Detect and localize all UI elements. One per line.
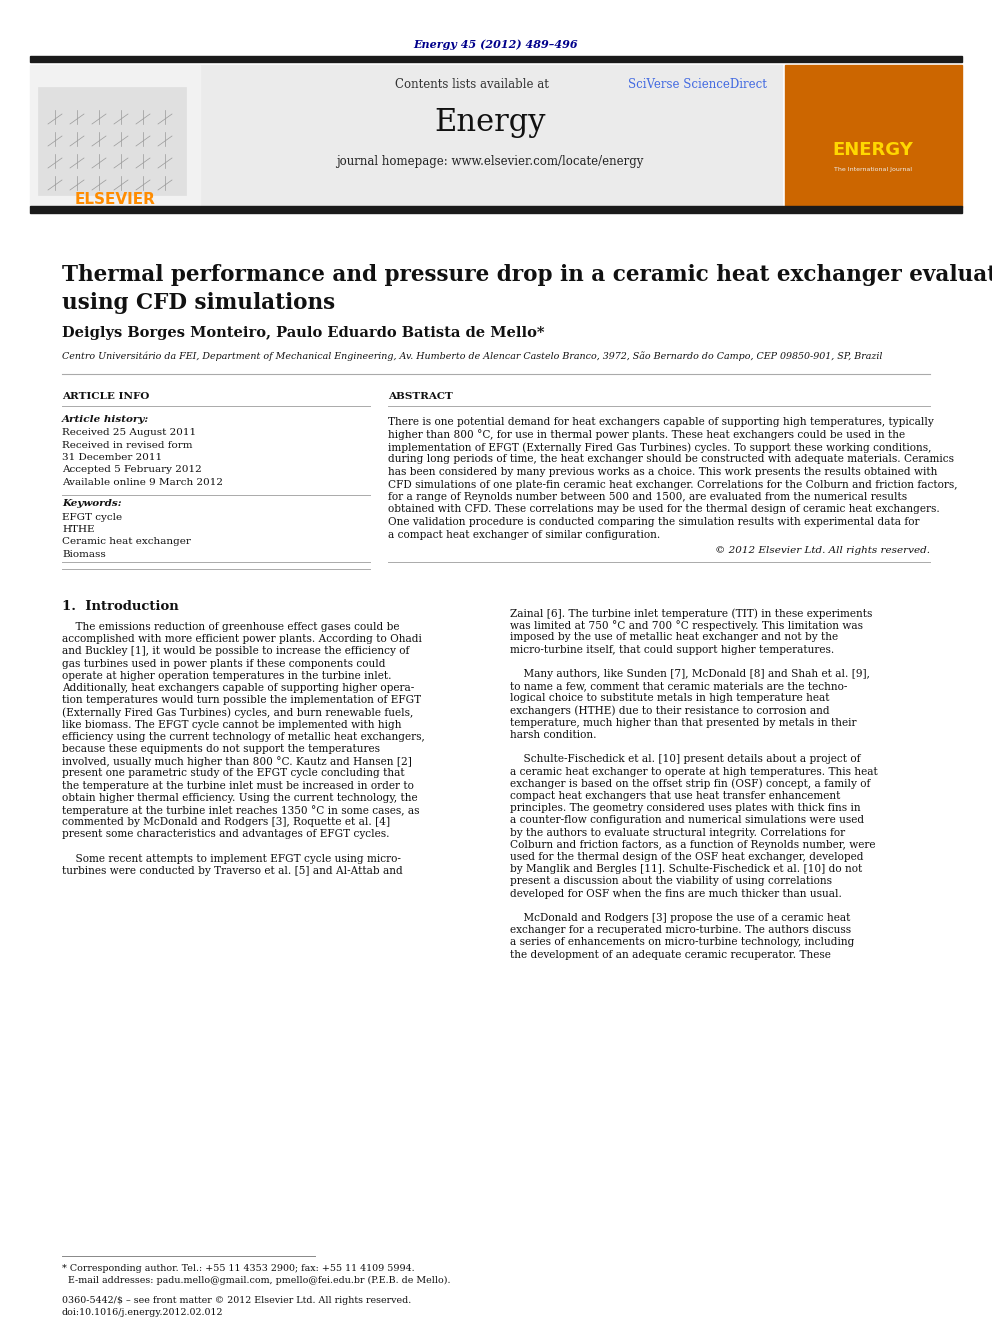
Text: Colburn and friction factors, as a function of Reynolds number, were: Colburn and friction factors, as a funct… bbox=[510, 840, 876, 849]
Text: ENERGY: ENERGY bbox=[832, 142, 914, 159]
Bar bbox=[38, 87, 186, 194]
Text: * Corresponding author. Tel.: +55 11 4353 2900; fax: +55 11 4109 5994.: * Corresponding author. Tel.: +55 11 435… bbox=[62, 1263, 415, 1273]
Text: obtained with CFD. These correlations may be used for the thermal design of cera: obtained with CFD. These correlations ma… bbox=[388, 504, 939, 515]
Text: for a range of Reynolds number between 500 and 1500, are evaluated from the nume: for a range of Reynolds number between 5… bbox=[388, 492, 907, 501]
Text: the development of an adequate ceramic recuperator. These: the development of an adequate ceramic r… bbox=[510, 950, 831, 959]
Text: present some characteristics and advantages of EFGT cycles.: present some characteristics and advanta… bbox=[62, 830, 390, 839]
Text: developed for OSF when the fins are much thicker than usual.: developed for OSF when the fins are much… bbox=[510, 889, 842, 898]
Text: involved, usually much higher than 800 °C. Kautz and Hansen [2]: involved, usually much higher than 800 °… bbox=[62, 757, 412, 767]
Bar bbox=[30, 56, 962, 62]
Text: Keywords:: Keywords: bbox=[62, 499, 122, 508]
Text: commented by McDonald and Rodgers [3], Roquette et al. [4]: commented by McDonald and Rodgers [3], R… bbox=[62, 818, 390, 827]
Text: Received in revised form: Received in revised form bbox=[62, 441, 192, 450]
Text: using CFD simulations: using CFD simulations bbox=[62, 292, 335, 314]
Text: Deiglys Borges Monteiro, Paulo Eduardo Batista de Mello*: Deiglys Borges Monteiro, Paulo Eduardo B… bbox=[62, 325, 545, 340]
Text: imposed by the use of metallic heat exchanger and not by the: imposed by the use of metallic heat exch… bbox=[510, 632, 838, 643]
Text: logical choice to substitute metals in high temperature heat: logical choice to substitute metals in h… bbox=[510, 693, 829, 704]
Text: Thermal performance and pressure drop in a ceramic heat exchanger evaluated: Thermal performance and pressure drop in… bbox=[62, 265, 992, 286]
Bar bbox=[30, 65, 200, 206]
Text: ABSTRACT: ABSTRACT bbox=[388, 392, 452, 401]
Text: Accepted 5 February 2012: Accepted 5 February 2012 bbox=[62, 466, 201, 475]
Text: © 2012 Elsevier Ltd. All rights reserved.: © 2012 Elsevier Ltd. All rights reserved… bbox=[715, 546, 930, 556]
Text: Available online 9 March 2012: Available online 9 March 2012 bbox=[62, 478, 223, 487]
Text: efficiency using the current technology of metallic heat exchangers,: efficiency using the current technology … bbox=[62, 732, 425, 742]
Text: Ceramic heat exchanger: Ceramic heat exchanger bbox=[62, 537, 190, 546]
Text: compact heat exchangers that use heat transfer enhancement: compact heat exchangers that use heat tr… bbox=[510, 791, 840, 800]
Text: and Buckley [1], it would be possible to increase the efficiency of: and Buckley [1], it would be possible to… bbox=[62, 647, 410, 656]
Text: by the authors to evaluate structural integrity. Correlations for: by the authors to evaluate structural in… bbox=[510, 828, 845, 837]
Text: principles. The geometry considered uses plates with thick fins in: principles. The geometry considered uses… bbox=[510, 803, 861, 814]
Text: CFD simulations of one plate-fin ceramic heat exchanger. Correlations for the Co: CFD simulations of one plate-fin ceramic… bbox=[388, 479, 957, 490]
Text: obtain higher thermal efficiency. Using the current technology, the: obtain higher thermal efficiency. Using … bbox=[62, 792, 418, 803]
Text: during long periods of time, the heat exchanger should be constructed with adequ: during long periods of time, the heat ex… bbox=[388, 455, 954, 464]
Text: Contents lists available at: Contents lists available at bbox=[395, 78, 553, 90]
Text: ARTICLE INFO: ARTICLE INFO bbox=[62, 392, 150, 401]
Text: a counter-flow configuration and numerical simulations were used: a counter-flow configuration and numeric… bbox=[510, 815, 864, 826]
Text: The emissions reduction of greenhouse effect gases could be: The emissions reduction of greenhouse ef… bbox=[62, 622, 400, 632]
Text: Schulte-Fischedick et al. [10] present details about a project of: Schulte-Fischedick et al. [10] present d… bbox=[510, 754, 860, 765]
Text: Energy: Energy bbox=[434, 106, 546, 138]
Text: SciVerse ScienceDirect: SciVerse ScienceDirect bbox=[628, 78, 767, 90]
Text: Zainal [6]. The turbine inlet temperature (TIT) in these experiments: Zainal [6]. The turbine inlet temperatur… bbox=[510, 609, 872, 619]
Text: micro-turbine itself, that could support higher temperatures.: micro-turbine itself, that could support… bbox=[510, 644, 834, 655]
Text: a compact heat exchanger of similar configuration.: a compact heat exchanger of similar conf… bbox=[388, 529, 661, 540]
Text: 1.  Introduction: 1. Introduction bbox=[62, 601, 179, 613]
Text: (Externally Fired Gas Turbines) cycles, and burn renewable fuels,: (Externally Fired Gas Turbines) cycles, … bbox=[62, 708, 414, 718]
Text: Article history:: Article history: bbox=[62, 415, 149, 423]
Text: exchangers (HTHE) due to their resistance to corrosion and: exchangers (HTHE) due to their resistanc… bbox=[510, 705, 829, 716]
Text: There is one potential demand for heat exchangers capable of supporting high tem: There is one potential demand for heat e… bbox=[388, 417, 933, 427]
Text: exchanger for a recuperated micro-turbine. The authors discuss: exchanger for a recuperated micro-turbin… bbox=[510, 925, 851, 935]
Bar bbox=[785, 65, 962, 206]
Text: turbines were conducted by Traverso et al. [5] and Al-Attab and: turbines were conducted by Traverso et a… bbox=[62, 867, 403, 876]
Text: Energy 45 (2012) 489–496: Energy 45 (2012) 489–496 bbox=[414, 38, 578, 49]
Text: by Manglik and Bergles [11]. Schulte-Fischedick et al. [10] do not: by Manglik and Bergles [11]. Schulte-Fis… bbox=[510, 864, 862, 875]
Text: HTHE: HTHE bbox=[62, 525, 94, 534]
Text: doi:10.1016/j.energy.2012.02.012: doi:10.1016/j.energy.2012.02.012 bbox=[62, 1308, 223, 1316]
Text: harsh condition.: harsh condition. bbox=[510, 730, 596, 740]
Text: present a discussion about the viability of using correlations: present a discussion about the viability… bbox=[510, 876, 832, 886]
Text: to name a few, comment that ceramic materials are the techno-: to name a few, comment that ceramic mate… bbox=[510, 681, 847, 691]
Text: journal homepage: www.elsevier.com/locate/energy: journal homepage: www.elsevier.com/locat… bbox=[336, 156, 644, 168]
Text: present one parametric study of the EFGT cycle concluding that: present one parametric study of the EFGT… bbox=[62, 769, 405, 778]
Text: gas turbines used in power plants if these components could: gas turbines used in power plants if the… bbox=[62, 659, 386, 668]
Text: accomplished with more efficient power plants. According to Ohadi: accomplished with more efficient power p… bbox=[62, 634, 422, 644]
Text: McDonald and Rodgers [3] propose the use of a ceramic heat: McDonald and Rodgers [3] propose the use… bbox=[510, 913, 850, 923]
Text: temperature at the turbine inlet reaches 1350 °C in some cases, as: temperature at the turbine inlet reaches… bbox=[62, 804, 420, 816]
Text: has been considered by many previous works as a choice. This work presents the r: has been considered by many previous wor… bbox=[388, 467, 937, 478]
Text: Received 25 August 2011: Received 25 August 2011 bbox=[62, 429, 196, 437]
Text: Biomass: Biomass bbox=[62, 550, 106, 560]
Text: Many authors, like Sunden [7], McDonald [8] and Shah et al. [9],: Many authors, like Sunden [7], McDonald … bbox=[510, 669, 870, 679]
Text: ELSEVIER: ELSEVIER bbox=[74, 193, 156, 208]
Text: a series of enhancements on micro-turbine technology, including: a series of enhancements on micro-turbin… bbox=[510, 938, 854, 947]
Text: because these equipments do not support the temperatures: because these equipments do not support … bbox=[62, 744, 380, 754]
Text: like biomass. The EFGT cycle cannot be implemented with high: like biomass. The EFGT cycle cannot be i… bbox=[62, 720, 402, 729]
Text: Some recent attempts to implement EFGT cycle using micro-: Some recent attempts to implement EFGT c… bbox=[62, 853, 401, 864]
Text: 0360-5442/$ – see front matter © 2012 Elsevier Ltd. All rights reserved.: 0360-5442/$ – see front matter © 2012 El… bbox=[62, 1297, 412, 1304]
Text: implementation of EFGT (Externally Fired Gas Turbines) cycles. To support these : implementation of EFGT (Externally Fired… bbox=[388, 442, 931, 452]
Text: temperature, much higher than that presented by metals in their: temperature, much higher than that prese… bbox=[510, 718, 856, 728]
Text: Additionally, heat exchangers capable of supporting higher opera-: Additionally, heat exchangers capable of… bbox=[62, 683, 415, 693]
Text: The International Journal: The International Journal bbox=[834, 168, 912, 172]
Text: E-mail addresses: padu.mello@gmail.com, pmello@fei.edu.br (P.E.B. de Mello).: E-mail addresses: padu.mello@gmail.com, … bbox=[62, 1275, 450, 1285]
Text: exchanger is based on the offset strip fin (OSF) concept, a family of: exchanger is based on the offset strip f… bbox=[510, 779, 870, 790]
Text: the temperature at the turbine inlet must be increased in order to: the temperature at the turbine inlet mus… bbox=[62, 781, 414, 791]
Text: 31 December 2011: 31 December 2011 bbox=[62, 452, 162, 462]
Text: One validation procedure is conducted comparing the simulation results with expe: One validation procedure is conducted co… bbox=[388, 517, 920, 527]
Text: used for the thermal design of the OSF heat exchanger, developed: used for the thermal design of the OSF h… bbox=[510, 852, 863, 863]
Bar bbox=[30, 206, 962, 213]
Text: operate at higher operation temperatures in the turbine inlet.: operate at higher operation temperatures… bbox=[62, 671, 392, 681]
Text: tion temperatures would turn possible the implementation of EFGT: tion temperatures would turn possible th… bbox=[62, 695, 422, 705]
Text: a ceramic heat exchanger to operate at high temperatures. This heat: a ceramic heat exchanger to operate at h… bbox=[510, 766, 878, 777]
Text: EFGT cycle: EFGT cycle bbox=[62, 512, 122, 521]
Text: higher than 800 °C, for use in thermal power plants. These heat exchangers could: higher than 800 °C, for use in thermal p… bbox=[388, 430, 905, 441]
Text: was limited at 750 °C and 700 °C respectively. This limitation was: was limited at 750 °C and 700 °C respect… bbox=[510, 620, 863, 631]
Bar bbox=[200, 65, 782, 206]
Text: Centro Universitário da FEI, Department of Mechanical Engineering, Av. Humberto : Centro Universitário da FEI, Department … bbox=[62, 351, 882, 361]
